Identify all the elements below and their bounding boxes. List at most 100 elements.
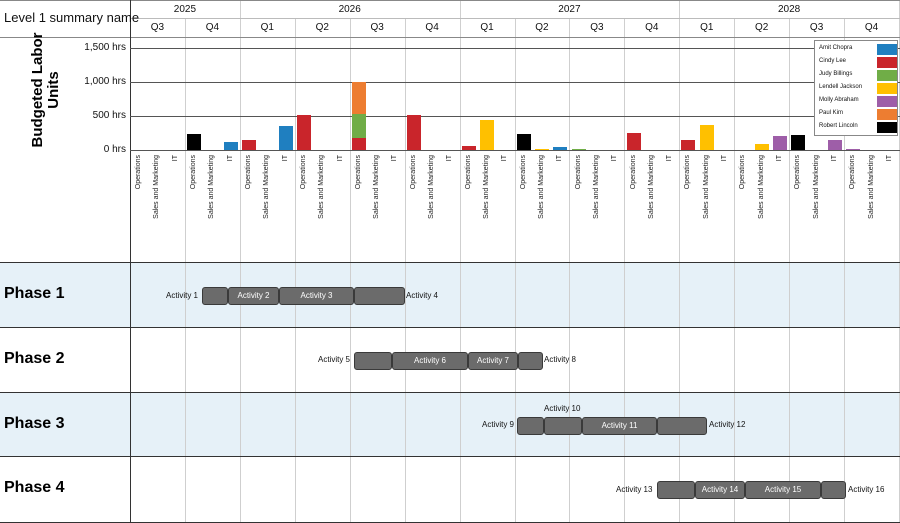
category-tick-label: Sales and Marketing	[263, 155, 271, 219]
chart-legend: Amit Chopra Cindy Lee Judy Billings Lendell…	[814, 40, 898, 136]
activity-label: Activity 12	[709, 420, 746, 429]
activity-bar[interactable]	[517, 417, 544, 435]
y-gridline	[130, 82, 900, 83]
y-tick-label: 1,500 hrs	[84, 42, 126, 53]
quarter-gridline	[184, 19, 186, 523]
phase-name: Phase 4	[4, 479, 65, 496]
legend-item: Robert Lincoln	[819, 122, 897, 134]
category-tick-label: IT	[666, 155, 674, 162]
legend-label: Robert Lincoln	[819, 123, 858, 129]
category-tick-label: Operations	[849, 155, 857, 190]
quarter-gridline	[844, 19, 846, 523]
activity-bar[interactable]	[354, 287, 405, 305]
bar-segment	[351, 82, 366, 114]
quarter-gridline	[624, 19, 626, 523]
activity-bar[interactable]: Activity 7	[468, 352, 518, 370]
legend-item: Molly Abraham	[819, 96, 897, 108]
legend-swatch	[877, 70, 897, 81]
header-title: Level 1 summary name	[4, 10, 140, 25]
bar-segment	[534, 148, 549, 150]
legend-item: Amit Chopra	[819, 44, 897, 56]
y-gridline	[130, 150, 900, 151]
legend-label: Judy Billings	[819, 71, 853, 77]
activity-label: Activity 9	[482, 420, 515, 429]
bar-segment	[571, 148, 586, 150]
category-tick-label: IT	[775, 155, 783, 162]
category-tick-label: Sales and Marketing	[373, 155, 381, 219]
activity-bar[interactable]	[657, 481, 695, 499]
quarter-gridline	[789, 19, 791, 523]
header-line	[0, 0, 900, 1]
quarter-label: Q3	[590, 22, 604, 33]
category-tick-label: Sales and Marketing	[812, 155, 820, 219]
quarter-label: Q1	[700, 22, 714, 33]
activity-bar[interactable]: Activity 6	[392, 352, 468, 370]
bar-segment	[516, 134, 531, 150]
bar-segment	[223, 141, 238, 150]
activity-bar[interactable]	[354, 352, 392, 370]
quarter-label: Q4	[645, 22, 659, 33]
legend-swatch	[877, 83, 897, 94]
legend-label: Lendell Jackson	[819, 84, 863, 90]
activity-label: Activity 1	[166, 291, 199, 300]
activity-bar[interactable]	[821, 481, 846, 499]
legend-swatch	[877, 44, 897, 55]
bar-segment	[827, 139, 842, 150]
category-tick-label: Sales and Marketing	[702, 155, 710, 219]
category-tick-label: IT	[171, 155, 179, 162]
category-tick-label: IT	[885, 155, 893, 162]
header-line	[0, 37, 900, 38]
category-tick-label: Sales and Marketing	[428, 155, 436, 219]
activity-label: Activity 16	[848, 485, 885, 494]
category-tick-label: Operations	[794, 155, 802, 190]
header-line	[130, 18, 900, 19]
legend-item: Cindy Lee	[819, 57, 897, 69]
activity-label: Activity 4	[406, 291, 439, 300]
bar-segment	[681, 139, 696, 150]
category-tick-label: IT	[830, 155, 838, 162]
category-tick-label: Sales and Marketing	[483, 155, 491, 219]
legend-label: Molly Abraham	[819, 97, 859, 103]
phase-divider	[0, 392, 900, 393]
category-tick-label: Sales and Marketing	[208, 155, 216, 219]
activity-bar[interactable]	[202, 287, 228, 305]
category-tick-label: Operations	[464, 155, 472, 190]
activity-bar[interactable]: Activity 11	[582, 417, 657, 435]
phase-band	[0, 393, 900, 458]
legend-label: Amit Chopra	[819, 45, 853, 51]
category-tick-label: IT	[281, 155, 289, 162]
bar-segment	[846, 149, 861, 150]
category-tick-label: Operations	[574, 155, 582, 190]
legend-item: Judy Billings	[819, 70, 897, 82]
bar-segment	[242, 139, 256, 150]
activity-label: Activity 13	[616, 485, 653, 494]
bar-segment	[791, 135, 806, 150]
activity-bar[interactable]: Activity 3	[279, 287, 354, 305]
quarter-label: Q4	[425, 22, 439, 33]
category-tick-label: IT	[391, 155, 399, 162]
activity-bar[interactable]: Activity 2	[228, 287, 279, 305]
quarter-label: Q2	[315, 22, 329, 33]
legend-item: Lendell Jackson	[819, 83, 897, 95]
year-label: 2026	[338, 4, 361, 15]
legend-swatch	[877, 122, 897, 133]
activity-bar[interactable]: Activity 15	[745, 481, 821, 499]
activity-label: Activity 8	[544, 355, 577, 364]
activity-bar[interactable]	[544, 417, 582, 435]
category-tick-label: Operations	[519, 155, 527, 190]
category-tick-label: IT	[611, 155, 619, 162]
quarter-gridline	[514, 19, 516, 523]
activity-bar[interactable]	[518, 352, 543, 370]
quarter-gridline	[404, 19, 406, 523]
year-label: 2027	[558, 4, 581, 15]
phase-divider	[0, 262, 900, 263]
activity-bar[interactable]	[657, 417, 707, 435]
quarter-label: Q1	[480, 22, 494, 33]
category-tick-label: Sales and Marketing	[757, 155, 765, 219]
category-tick-label: Sales and Marketing	[867, 155, 875, 219]
phase-name: Phase 2	[4, 350, 65, 367]
legend-swatch	[877, 57, 897, 68]
activity-bar[interactable]: Activity 14	[695, 481, 745, 499]
y-tick-label: 0 hrs	[103, 144, 126, 155]
quarter-label: Q2	[754, 22, 769, 33]
